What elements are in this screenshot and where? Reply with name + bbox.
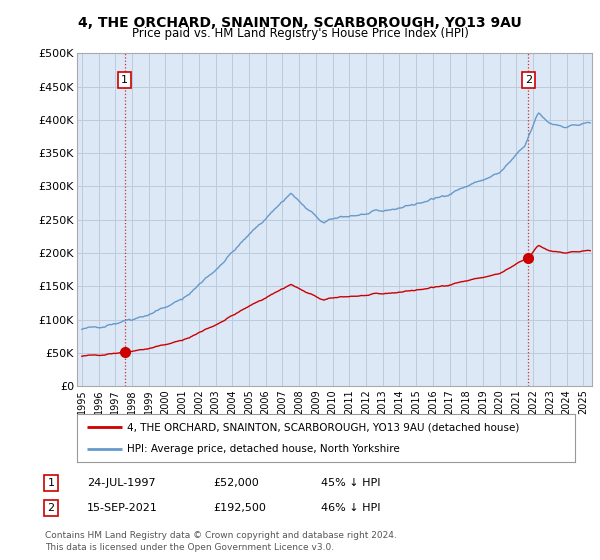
Text: £52,000: £52,000	[213, 478, 259, 488]
Text: 24-JUL-1997: 24-JUL-1997	[87, 478, 155, 488]
Text: 45% ↓ HPI: 45% ↓ HPI	[321, 478, 380, 488]
Text: 4, THE ORCHARD, SNAINTON, SCARBOROUGH, YO13 9AU (detached house): 4, THE ORCHARD, SNAINTON, SCARBOROUGH, Y…	[127, 422, 519, 432]
Text: 15-SEP-2021: 15-SEP-2021	[87, 503, 158, 513]
Text: 2: 2	[524, 75, 532, 85]
Text: 46% ↓ HPI: 46% ↓ HPI	[321, 503, 380, 513]
Text: HPI: Average price, detached house, North Yorkshire: HPI: Average price, detached house, Nort…	[127, 444, 400, 454]
Text: 1: 1	[47, 478, 55, 488]
Text: 1: 1	[121, 75, 128, 85]
Text: 4, THE ORCHARD, SNAINTON, SCARBOROUGH, YO13 9AU: 4, THE ORCHARD, SNAINTON, SCARBOROUGH, Y…	[78, 16, 522, 30]
Text: Contains HM Land Registry data © Crown copyright and database right 2024.
This d: Contains HM Land Registry data © Crown c…	[45, 531, 397, 552]
Text: £192,500: £192,500	[213, 503, 266, 513]
Text: 2: 2	[47, 503, 55, 513]
Text: Price paid vs. HM Land Registry's House Price Index (HPI): Price paid vs. HM Land Registry's House …	[131, 27, 469, 40]
